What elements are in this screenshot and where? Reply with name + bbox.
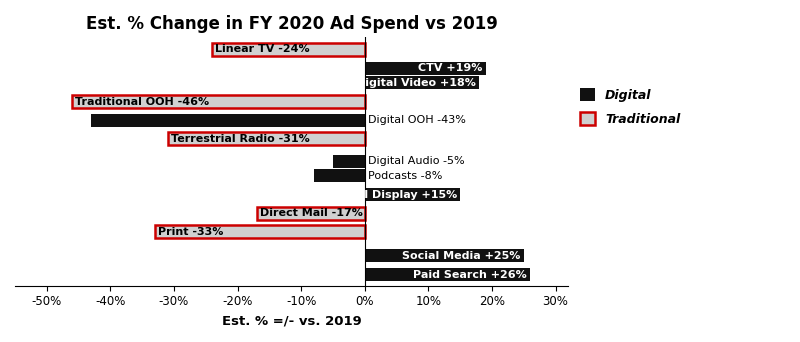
Text: Digital OOH -43%: Digital OOH -43% (368, 115, 466, 125)
Bar (365, 268, 530, 281)
Text: Traditional OOH -46%: Traditional OOH -46% (75, 96, 210, 106)
Text: Paid Search +26%: Paid Search +26% (414, 269, 527, 279)
Bar (365, 188, 460, 201)
Bar (365, 76, 479, 89)
Bar (333, 155, 365, 168)
Title: Est. % Change in FY 2020 Ad Spend vs 2019: Est. % Change in FY 2020 Ad Spend vs 201… (86, 15, 498, 33)
Bar (365, 62, 486, 75)
Bar (72, 95, 365, 108)
Bar (155, 225, 365, 238)
Text: Terrestrial Radio -31%: Terrestrial Radio -31% (171, 134, 310, 144)
Bar (212, 43, 365, 56)
Bar (168, 132, 365, 145)
Text: Digital Video +18%: Digital Video +18% (356, 78, 476, 88)
Text: Digital Audio -5%: Digital Audio -5% (368, 156, 465, 166)
Text: Direct Mail -17%: Direct Mail -17% (260, 208, 362, 218)
Bar (91, 114, 365, 127)
Legend: Digital, Traditional: Digital, Traditional (580, 88, 680, 126)
Text: Linear TV -24%: Linear TV -24% (215, 44, 310, 54)
Bar (365, 249, 524, 262)
Text: Social Media +25%: Social Media +25% (402, 251, 521, 261)
Text: Podcasts -8%: Podcasts -8% (368, 171, 442, 181)
X-axis label: Est. % =/- vs. 2019: Est. % =/- vs. 2019 (222, 314, 362, 327)
Bar (257, 207, 365, 220)
Text: CTV +19%: CTV +19% (418, 63, 482, 73)
Text: Digital Display +15%: Digital Display +15% (326, 189, 457, 199)
Bar (314, 169, 365, 183)
Text: Print -33%: Print -33% (158, 227, 223, 237)
